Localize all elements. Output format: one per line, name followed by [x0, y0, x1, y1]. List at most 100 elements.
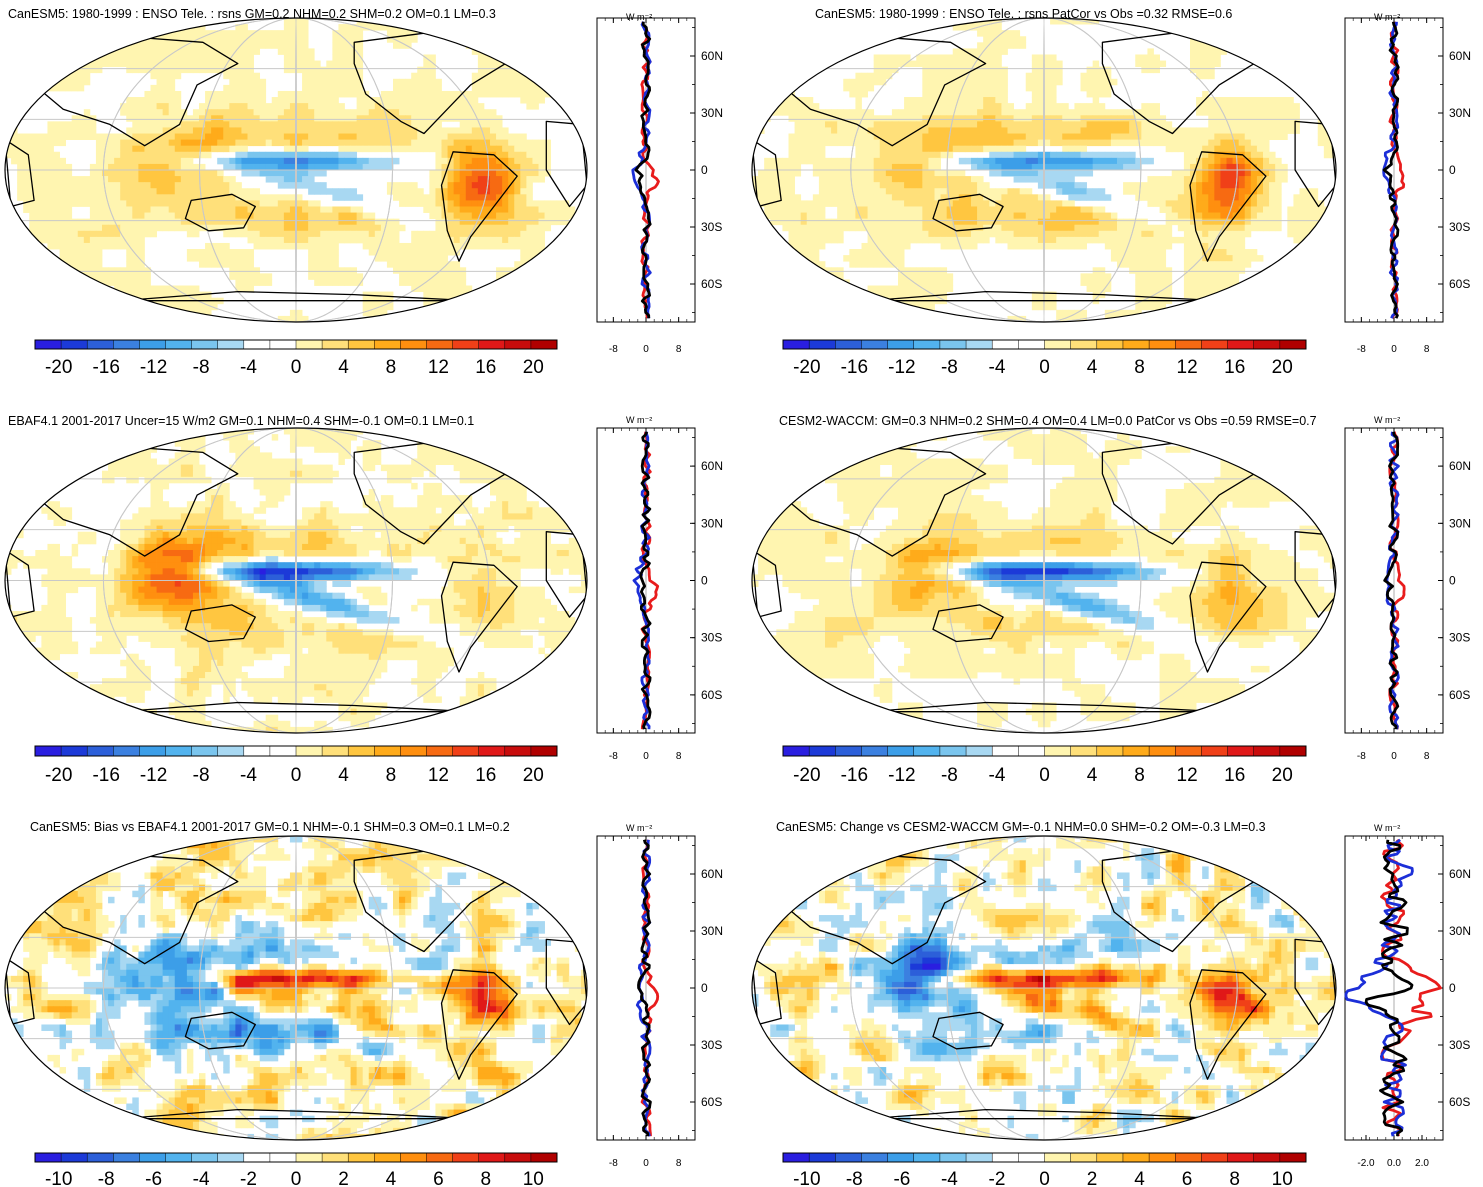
field-cell — [283, 36, 291, 43]
field-cell — [344, 84, 351, 92]
field-cell — [83, 54, 91, 61]
field-cell — [314, 230, 321, 238]
field-cell — [59, 42, 67, 49]
field-cell — [483, 24, 491, 31]
field-cell — [83, 230, 91, 238]
field-cell — [344, 267, 351, 274]
field-cell — [211, 60, 218, 68]
field-cell — [374, 24, 382, 31]
field-cell — [144, 279, 151, 286]
field-cell — [825, 133, 832, 140]
field-cell — [199, 176, 206, 183]
field-cell — [180, 188, 188, 195]
field-cell — [764, 97, 771, 104]
field-cell — [199, 109, 206, 116]
field-cell — [1256, 127, 1264, 134]
field-cell — [35, 303, 42, 311]
field-cell — [186, 36, 194, 43]
field-cell — [483, 54, 491, 61]
field-cell — [1074, 157, 1081, 165]
field-cell — [1159, 188, 1167, 195]
field-cell — [831, 170, 838, 177]
field-cell — [132, 30, 139, 37]
field-cell — [120, 60, 127, 68]
field-cell — [556, 48, 564, 55]
field-cell — [758, 115, 765, 122]
field-cell — [435, 109, 442, 116]
field-cell — [764, 60, 771, 68]
field-cell — [550, 218, 558, 226]
field-cell — [302, 212, 309, 220]
field-cell — [126, 188, 133, 195]
field-cell — [265, 133, 273, 140]
field-cell — [441, 279, 448, 286]
field-cell — [928, 72, 935, 80]
field-cell — [1208, 170, 1215, 177]
field-cell — [41, 151, 48, 159]
field-cell — [471, 30, 479, 37]
field-cell — [1153, 121, 1160, 128]
field-cell — [223, 127, 230, 134]
field-cell — [1323, 36, 1331, 43]
field-cell — [1226, 115, 1233, 122]
field-cell — [471, 151, 479, 159]
field-cell — [53, 127, 60, 134]
field-cell — [211, 66, 218, 74]
field-cell — [898, 145, 905, 153]
field-cell — [532, 24, 539, 31]
field-cell — [162, 163, 170, 171]
field-cell — [108, 279, 115, 286]
field-cell — [247, 255, 254, 262]
field-cell — [17, 170, 24, 177]
field-cell — [326, 273, 333, 280]
field-cell — [162, 309, 170, 317]
field-cell — [380, 90, 388, 98]
field-cell — [356, 236, 364, 244]
field-cell — [1056, 72, 1063, 80]
field-cell — [95, 206, 103, 213]
field-cell — [526, 182, 533, 189]
field-cell — [995, 48, 1002, 55]
field-cell — [1110, 133, 1118, 140]
field-cell — [574, 72, 582, 80]
field-cell — [441, 230, 448, 238]
field-cell — [265, 115, 273, 122]
field-cell — [447, 109, 455, 116]
field-cell — [35, 170, 42, 177]
field-cell — [1287, 97, 1294, 104]
field-cell — [922, 157, 929, 165]
field-cell — [362, 309, 370, 317]
field-cell — [302, 218, 309, 226]
field-cell — [1044, 115, 1051, 122]
field-cell — [1007, 139, 1014, 147]
field-cell — [386, 145, 394, 153]
field-cell — [490, 115, 497, 122]
field-cell — [259, 109, 267, 116]
field-cell — [1244, 194, 1252, 201]
field-cell — [904, 145, 911, 153]
field-cell — [308, 261, 315, 268]
field-cell — [465, 139, 473, 147]
field-cell — [65, 163, 73, 171]
field-cell — [192, 115, 200, 122]
field-cell — [417, 285, 424, 292]
field-cell — [1238, 133, 1246, 140]
field-cell — [168, 176, 176, 183]
field-cell — [447, 145, 455, 153]
field-cell — [192, 139, 200, 147]
field-cell — [302, 236, 309, 244]
field-cell — [223, 212, 230, 220]
field-cell — [399, 78, 406, 86]
field-cell — [459, 212, 467, 220]
field-cell — [1141, 109, 1148, 116]
field-cell — [289, 145, 297, 153]
field-cell — [162, 97, 170, 104]
colorbar-segment — [374, 340, 401, 349]
field-cell — [483, 200, 491, 207]
field-cell — [550, 60, 558, 68]
field-cell — [71, 242, 79, 250]
field-cell — [1238, 127, 1246, 134]
field-cell — [977, 42, 984, 49]
field-cell — [223, 224, 230, 232]
field-cell — [132, 236, 139, 244]
